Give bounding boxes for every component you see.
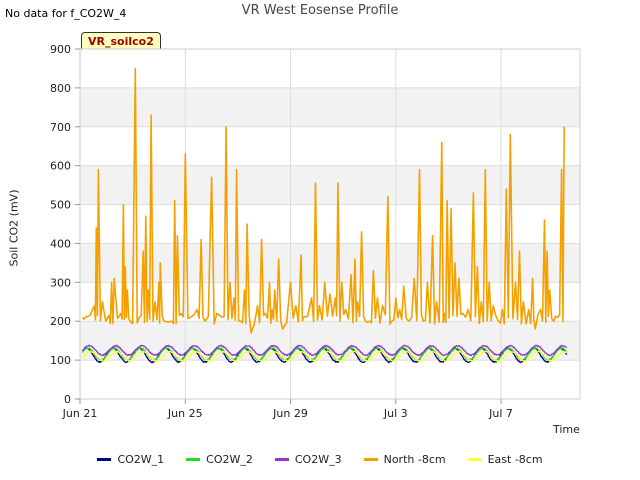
- background-band: [80, 87, 580, 127]
- background-band: [80, 49, 580, 88]
- x-tick-label: Jul 3: [383, 407, 408, 420]
- legend-item: East -8cm: [467, 453, 543, 466]
- background-band: [80, 243, 580, 283]
- x-tick-label: Jul 7: [488, 407, 513, 420]
- station-badge: VR_soilco2: [81, 32, 161, 52]
- legend-label: CO2W_3: [294, 453, 342, 466]
- x-axis-label: Time: [553, 423, 580, 436]
- legend-label: CO2W_2: [206, 453, 253, 466]
- y-tick-label: 700: [50, 121, 71, 134]
- no-data-note: No data for f_CO2W_4: [5, 7, 127, 20]
- y-tick-label: 900: [50, 43, 71, 56]
- y-tick-label: 400: [50, 237, 71, 250]
- series-line-east-8cm: [82, 350, 568, 363]
- legend-swatch: [97, 458, 112, 461]
- series-line-north-8cm: [81, 67, 565, 334]
- chart-legend: CO2W_1 CO2W_2 CO2W_3 North -8cm East -8cm: [0, 453, 640, 466]
- legend-item: CO2W_2: [186, 453, 253, 466]
- y-tick-label: 200: [50, 315, 71, 328]
- legend-swatch: [186, 458, 201, 461]
- y-tick-label: 300: [50, 276, 71, 289]
- y-tick-label: 600: [50, 160, 71, 173]
- background-band: [80, 282, 580, 322]
- background-band: [80, 360, 580, 399]
- legend-label: North -8cm: [383, 453, 446, 466]
- series-line-co2w-2: [82, 346, 568, 361]
- y-tick-label: 100: [50, 354, 71, 367]
- y-tick-label: 800: [50, 82, 71, 95]
- legend-swatch: [363, 458, 378, 461]
- x-tick-label: Jun 25: [167, 407, 203, 420]
- legend-item: North -8cm: [363, 453, 446, 466]
- x-tick-label: Jun 29: [272, 407, 308, 420]
- x-tick-label: Jun 21: [62, 407, 98, 420]
- legend-label: CO2W_1: [117, 453, 165, 466]
- background-band: [80, 321, 580, 361]
- legend-item: CO2W_1: [97, 453, 164, 466]
- legend-swatch: [467, 458, 482, 461]
- legend-label: East -8cm: [487, 453, 543, 466]
- y-tick-label: 500: [50, 199, 71, 212]
- legend-swatch: [274, 458, 289, 461]
- background-band: [80, 204, 580, 244]
- plot-frame: [79, 48, 581, 400]
- y-tick-label: 0: [64, 393, 71, 406]
- chart-title: VR West Eosense Profile: [241, 3, 399, 18]
- legend-item: CO2W_3: [274, 453, 342, 466]
- series-line-co2w-3: [82, 344, 568, 357]
- background-band: [80, 165, 580, 205]
- background-band: [80, 126, 580, 166]
